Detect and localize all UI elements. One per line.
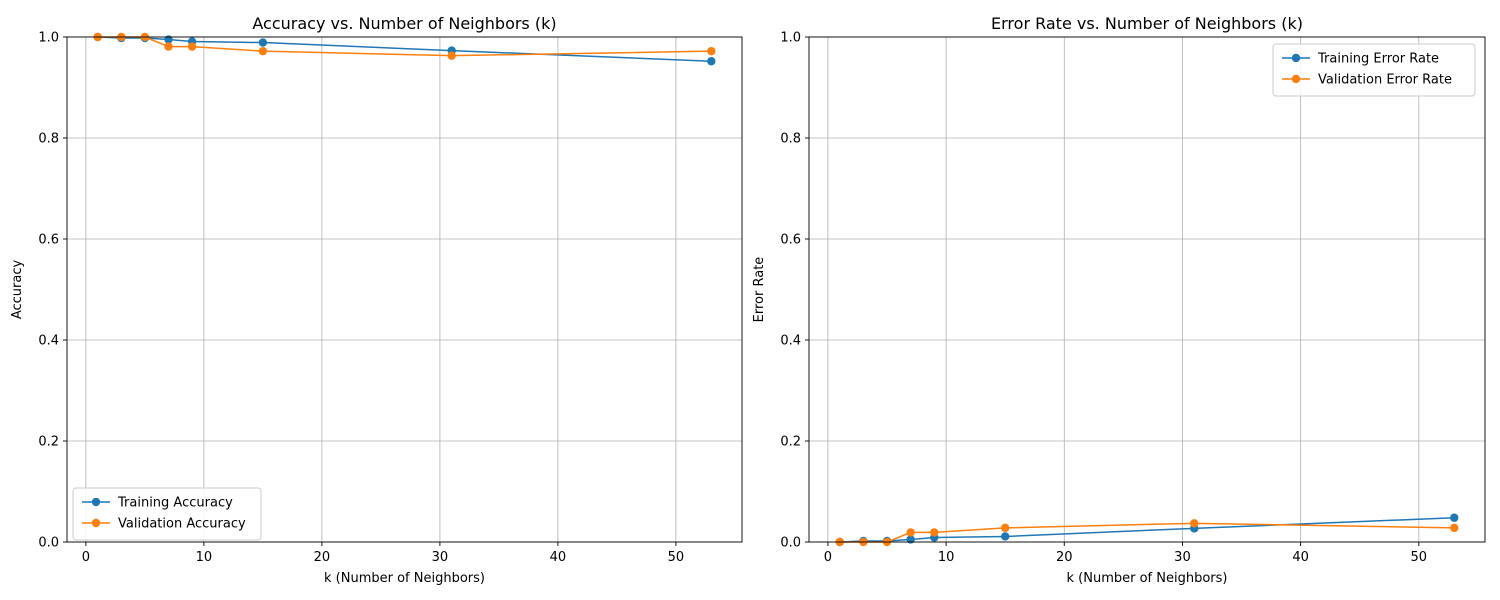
y-tick-label: 0.6 [38,233,59,248]
x-tick-label: 30 [1174,550,1191,565]
data-point-validation [906,528,915,537]
axes-frame [808,36,1486,543]
legend-marker-validation [91,518,101,528]
y-tick-label: 0.4 [38,334,59,349]
legend-label: Validation Accuracy [118,517,246,532]
legend-box [72,487,262,541]
data-point-training [707,57,716,66]
y-tick-label: 0.8 [780,132,801,147]
legend-box [1272,43,1476,97]
x-tick-label: 10 [196,550,213,565]
y-tick-label: 1.0 [38,31,59,46]
y-tick-label: 1.0 [780,31,801,46]
y-tick-label: 0.0 [780,536,801,551]
data-point-training [1450,513,1459,522]
data-point-validation [258,46,268,56]
chart-panel-1: 0 10 20 30 40 50 0.0 0.2 0.4 0.6 0.8 1.0 Accuracy vs… [10,14,743,586]
x-tick-label: 30 [432,550,449,565]
y-tick-label: 0.4 [780,334,801,349]
y-tick-label: 0.0 [38,536,59,551]
y-tick-label: 0.6 [780,233,801,248]
legend-marker-validation [1291,74,1301,84]
legend-label: Validation Error Rate [1318,73,1452,88]
x-axis-label: k (Number of Neighbors) [1067,571,1228,586]
legend-label: Training Error Rate [1317,52,1439,67]
data-point-validation [1000,523,1010,533]
data-point-validation [1190,519,1199,528]
x-axis-label: k (Number of Neighbors) [324,571,485,586]
data-point-training [1000,532,1010,541]
axes-frame [66,36,743,543]
chart-title: Accuracy vs. Number of Neighbors (k) [252,14,556,33]
x-tick-label: 40 [1292,550,1309,565]
legend: Training Error Rate Validation Error Rate [1272,43,1476,97]
chart-panel-2: 0 10 20 30 40 50 0.0 0.2 0.4 0.6 0.8 1.0 Error Rate … [752,14,1486,586]
y-axis-label: Error Rate [752,257,767,323]
x-tick-label: 0 [824,550,832,565]
y-axis-label: Accuracy [10,260,25,320]
data-point-validation [447,51,456,60]
x-tick-label: 50 [1411,550,1428,565]
y-tick-label: 0.8 [38,132,59,147]
x-tick-label: 20 [1056,550,1073,565]
x-tick-label: 20 [314,550,331,565]
x-tick-label: 40 [550,550,567,565]
x-tick-label: 50 [668,550,685,565]
x-tick-label: 0 [82,550,90,565]
chart-title: Error Rate vs. Number of Neighbors (k) [991,14,1303,33]
legend-marker-training [91,497,101,507]
legend: Training Accuracy Validation Accuracy [72,487,262,541]
y-tick-label: 0.2 [38,435,59,450]
data-point-validation [707,46,716,56]
data-point-validation [164,42,173,51]
data-point-validation [187,42,197,51]
data-point-validation [1450,523,1459,533]
legend-label: Training Accuracy [117,496,233,511]
y-tick-label: 0.2 [780,435,801,450]
data-point-validation [930,528,939,537]
data-point-training [258,38,268,47]
legend-marker-training [1291,53,1301,63]
x-tick-label: 10 [938,550,955,565]
